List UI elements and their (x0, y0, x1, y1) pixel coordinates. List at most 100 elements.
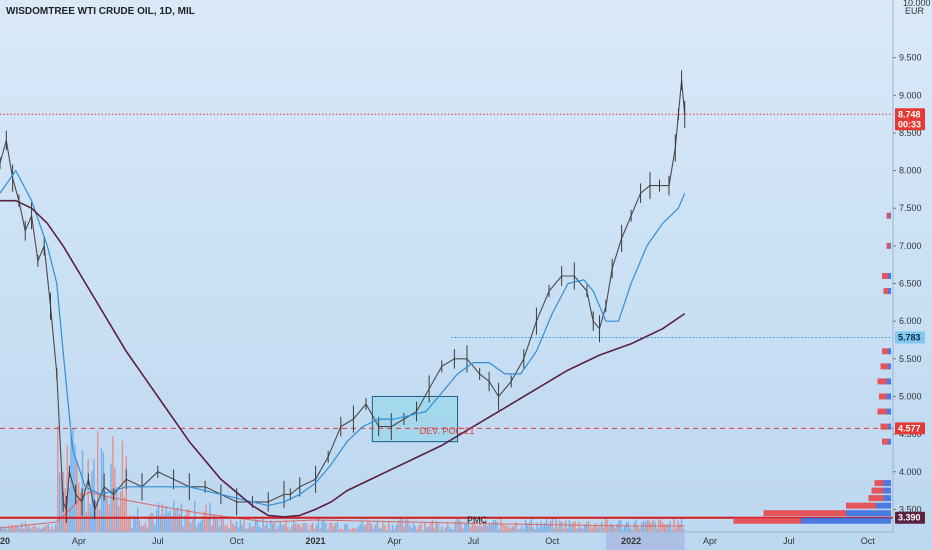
volume-bar (317, 518, 320, 532)
profile-bar-sell (883, 288, 888, 295)
volume-bar (241, 525, 243, 532)
volume-bar (661, 522, 664, 532)
volume-bar (616, 523, 618, 532)
volume-bar (13, 526, 15, 532)
volume-bar (380, 528, 382, 532)
volume-bar (557, 526, 559, 532)
profile-bar-buy (888, 438, 891, 445)
volume-bar (19, 528, 21, 532)
volume-bar (146, 527, 148, 532)
volume-bar (346, 523, 348, 532)
volume-bar (36, 528, 38, 532)
volume-bar (277, 525, 280, 532)
volume-bar (232, 523, 234, 532)
volume-bar (599, 525, 601, 532)
price-tag-bg (895, 331, 925, 344)
volume-bar (610, 523, 612, 532)
x-tick-label: Oct (861, 536, 876, 546)
volume-bar (260, 528, 262, 532)
volume-bar (443, 529, 445, 532)
profile-bar-buy (886, 393, 891, 400)
volume-bar (367, 520, 369, 532)
volume-bar (349, 529, 352, 532)
volume-bar (197, 522, 200, 532)
volume-bar (564, 520, 567, 532)
volume-bar (650, 523, 652, 532)
volume-bar (412, 523, 415, 532)
volume-bar (127, 516, 129, 532)
horizontal-levels (0, 113, 893, 519)
time-axis[interactable]: 2020 Apr Jul Oct 2021 Apr Jul Oct 2022 Apr Jul Oct (0, 531, 893, 550)
volume-bar (20, 522, 23, 532)
volume-bar (332, 526, 335, 532)
volume-bar (445, 527, 447, 532)
volume-bar (270, 520, 272, 532)
volume-bar (306, 524, 308, 532)
profile-bar-sell (882, 273, 888, 279)
y-tick-label: 8.500 (899, 128, 922, 138)
volume-bar (123, 497, 126, 532)
volume-bar (247, 528, 249, 532)
volume-bar (135, 518, 137, 532)
volume-bar (386, 529, 388, 532)
volume-bar (273, 522, 276, 532)
profile-bar-buy (886, 378, 891, 385)
volume-bar (174, 509, 177, 532)
volume-bar (336, 521, 339, 532)
volume-bar (583, 524, 586, 532)
volume-bar (207, 518, 209, 532)
volume-bar (393, 529, 396, 532)
volume-bar (30, 528, 32, 532)
volume-bar (473, 520, 476, 532)
volume-bar (435, 521, 437, 532)
volume-bar (268, 528, 270, 532)
volume-bar (281, 524, 283, 532)
volume-bar (203, 511, 205, 532)
volume-bar (576, 528, 578, 532)
volume-bar (608, 524, 611, 532)
volume-bar (524, 519, 527, 532)
volume-bar (405, 519, 407, 532)
profile-bar-buy (888, 363, 891, 370)
price-axis[interactable]: 3.5004.0004.5005.0005.5006.0006.5007.000… (892, 0, 922, 532)
volume-bar (654, 521, 656, 532)
volume-bar (313, 528, 316, 532)
profile-bar-sell (877, 378, 887, 385)
volume-bar (559, 520, 561, 532)
volume-bar (420, 523, 422, 532)
volume-bar (545, 519, 548, 532)
volume-bar (414, 525, 417, 532)
volume-bar (15, 524, 17, 532)
volume-bar (340, 528, 342, 532)
volume-bar (572, 521, 574, 532)
profile-bar-buy (889, 212, 891, 219)
volume-bar (475, 525, 477, 532)
volume-bar (467, 518, 470, 532)
volume-bar (656, 528, 658, 532)
volume-bar (165, 505, 167, 532)
series-ema-short (0, 170, 686, 507)
volume-bar (427, 527, 430, 532)
volume-bar (83, 487, 86, 532)
volume-bar (488, 523, 491, 532)
volume-bar (266, 523, 268, 532)
volume-bar (245, 528, 247, 532)
volume-bar (353, 528, 356, 532)
volume-bar (621, 528, 624, 532)
volume-bar (492, 520, 495, 532)
volume-bar (138, 520, 141, 532)
price-tag-bg (895, 511, 925, 524)
volume-bar (357, 526, 359, 532)
volume-bar (239, 519, 242, 532)
volume-bar (195, 527, 198, 532)
volume-bar (321, 519, 323, 532)
volume-bar (119, 491, 122, 532)
volume-bar (483, 520, 485, 532)
volume-bar (334, 522, 337, 532)
volume-bar (365, 524, 367, 532)
volume-bar (462, 528, 464, 532)
volume-bar (361, 519, 363, 532)
volume-bar (264, 525, 266, 532)
